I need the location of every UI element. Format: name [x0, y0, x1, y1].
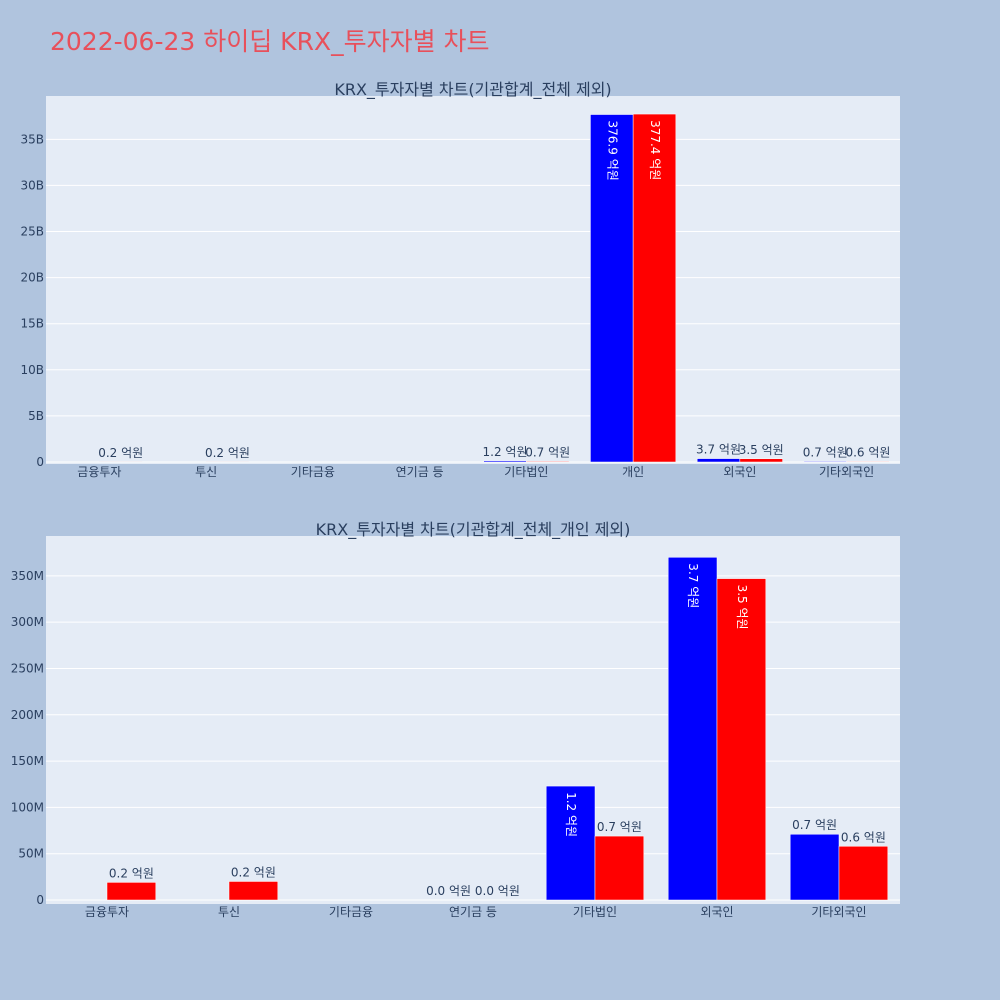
bar [846, 461, 890, 463]
y-tick-label: 0 [36, 455, 44, 469]
x-tick-label: 투신 [195, 465, 217, 479]
data-label: 0.7 억원 [792, 818, 837, 832]
bar [789, 833, 840, 901]
y-tick-label: 30B [20, 178, 44, 192]
bar [838, 846, 889, 901]
bar [739, 458, 783, 463]
x-tick-label: 기타외국인 [811, 905, 866, 919]
bar [716, 578, 767, 901]
y-tick-label: 15B [20, 317, 44, 331]
x-tick-label: 기타외국인 [819, 465, 874, 479]
data-label: 1.2 억원 [564, 792, 578, 837]
data-label: 3.5 억원 [735, 585, 749, 630]
page-title: 2022-06-23 하이딥 KRX_투자자별 차트 [50, 27, 490, 56]
x-tick-label: 기타금융 [291, 465, 335, 479]
bar [228, 881, 279, 901]
x-tick-label: 개인 [622, 465, 644, 479]
bar [526, 461, 570, 463]
data-label: 0.7 억원 [525, 445, 570, 459]
data-label: 0.2 억원 [98, 446, 143, 460]
data-label: 3.7 억원 [686, 563, 700, 608]
y-tick-label: 150M [11, 754, 44, 768]
x-tick-label: 투신 [218, 905, 240, 919]
bar [803, 461, 847, 463]
data-label: 0.6 억원 [845, 445, 890, 459]
x-tick-label: 외국인 [700, 905, 733, 919]
x-tick-label: 외국인 [723, 465, 756, 479]
x-tick-label: 기타법인 [573, 905, 617, 919]
bar [696, 458, 741, 463]
data-label: 0.2 억원 [109, 866, 154, 880]
y-tick-label: 300M [11, 615, 44, 629]
y-tick-label: 25B [20, 225, 44, 239]
data-label: 376.9 억원 [605, 121, 619, 181]
y-tick-label: 350M [11, 569, 44, 583]
bar [545, 785, 596, 901]
y-tick-label: 10B [20, 363, 44, 377]
y-tick-label: 250M [11, 661, 44, 675]
y-tick-label: 5B [28, 409, 44, 423]
chart-2: 0 50M 100M 150M 200M 250M 300M 350M KRX_투자자별 차트(… [11, 520, 900, 919]
data-label: 0.7 억원 [597, 820, 642, 834]
plot-background [46, 96, 900, 464]
data-label: 377.4 억원 [648, 120, 662, 180]
bar [632, 113, 677, 463]
y-tick-label: 35B [20, 132, 44, 146]
bar [594, 835, 645, 901]
data-label: 3.5 억원 [739, 443, 784, 457]
y-tick-label: 20B [20, 271, 44, 285]
data-label: 0.7 억원 [803, 445, 848, 459]
bar [590, 114, 634, 463]
data-label: 3.7 억원 [696, 443, 741, 457]
x-tick-label: 금융투자 [77, 465, 121, 479]
data-label: 0.2 억원 [205, 446, 250, 460]
bar [667, 557, 718, 901]
x-tick-label: 연기금 등 [396, 465, 444, 479]
x-tick-label: 금융투자 [85, 905, 129, 919]
data-label: 0.0 억원 [426, 884, 471, 898]
x-tick-label: 연기금 등 [449, 905, 497, 919]
x-tick-label: 기타금융 [329, 905, 373, 919]
chart-title: KRX_투자자별 차트(기관합계_전체 제외) [334, 80, 611, 100]
y-tick-label: 100M [11, 800, 44, 814]
data-label: 0.6 억원 [841, 830, 886, 844]
y-tick-label: 50M [18, 847, 44, 861]
plot-background [46, 536, 900, 904]
y-tick-label: 0 [36, 893, 44, 907]
chart-title: KRX_투자자별 차트(기관합계_전체_개인 제외) [316, 520, 631, 540]
data-label: 1.2 억원 [483, 445, 528, 459]
bar [106, 882, 157, 901]
bar [483, 460, 527, 463]
chart-1: 0 5B 10B 15B 20B 25B 30B 35B KRX_투자자별 차트(기관합계_전체… [20, 80, 900, 479]
data-label: 0.2 억원 [231, 865, 276, 879]
x-tick-label: 기타법인 [504, 465, 548, 479]
data-label: 0.0 억원 [475, 884, 520, 898]
y-tick-label: 200M [11, 708, 44, 722]
